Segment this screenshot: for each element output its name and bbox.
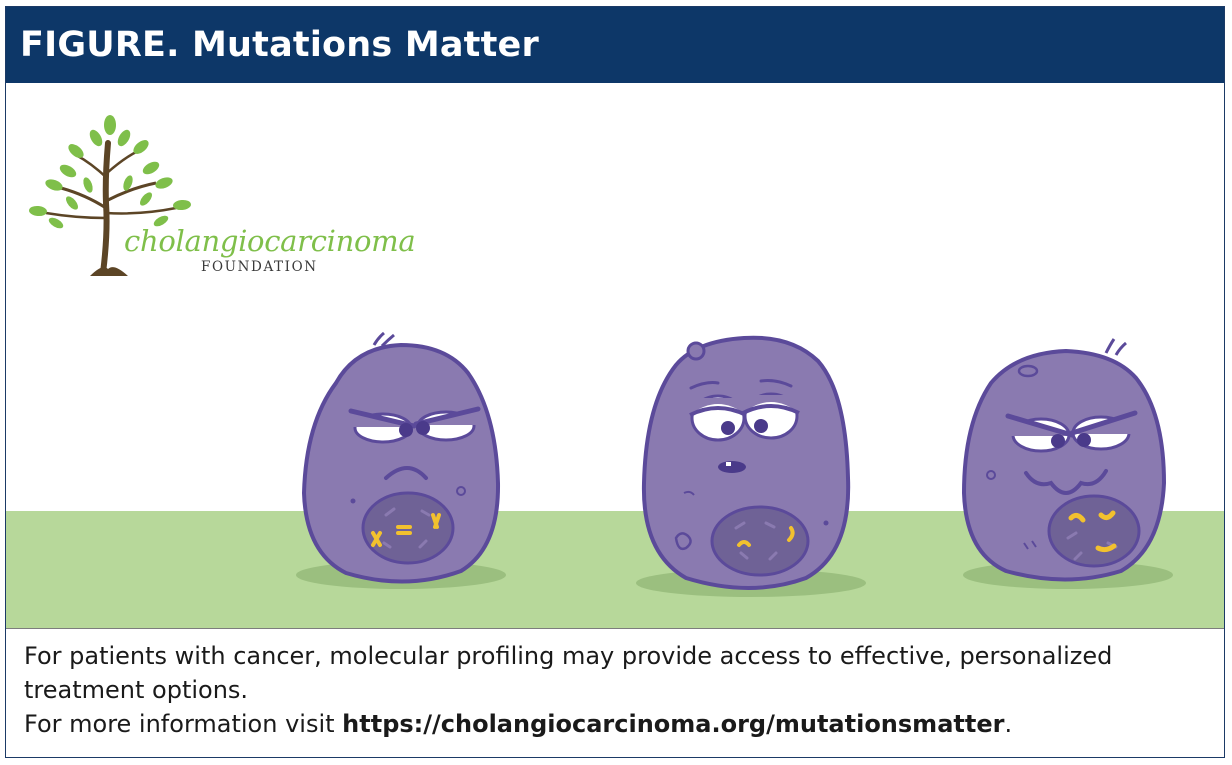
scheming-cell	[961, 338, 1173, 589]
caption-line-2-prefix: For more information visit	[24, 710, 343, 738]
figure-caption: For patients with cancer, molecular prof…	[6, 629, 1224, 757]
caption-line-2-suffix: .	[1004, 710, 1013, 738]
figure-header: FIGURE. Mutations Matter	[6, 7, 1224, 83]
mutations-matter-link[interactable]: https://cholangiocarcinoma.org/mutations…	[342, 710, 1005, 738]
angry-cell	[296, 331, 506, 589]
caption-line-1: For patients with cancer, molecular prof…	[24, 642, 1113, 704]
caption-line-2: For more information visit https://chola…	[24, 707, 1206, 741]
logo-subtitle: FOUNDATION	[201, 259, 318, 275]
tree-icon	[29, 115, 191, 276]
illustration-art	[6, 115, 1224, 628]
tired-cell	[636, 335, 866, 597]
logo-wordmark: cholangiocarcinoma	[124, 224, 416, 258]
figure-panel: FIGURE. Mutations Matter	[5, 6, 1225, 758]
figure-title: FIGURE. Mutations Matter	[20, 25, 539, 65]
illustration: cholangiocarcinoma FOUNDATION	[6, 83, 1224, 629]
